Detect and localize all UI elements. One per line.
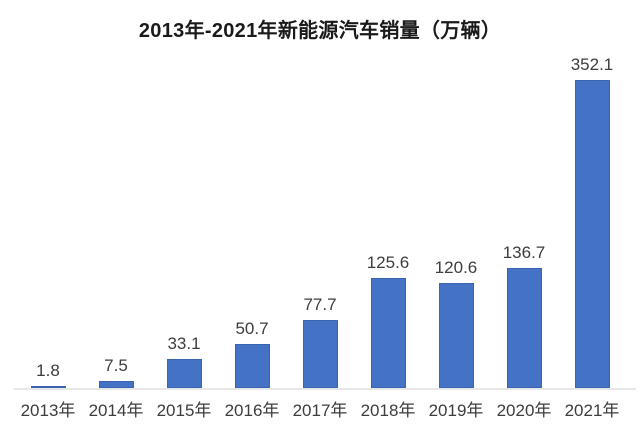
bar-value-label: 125.6 bbox=[366, 253, 410, 272]
bar bbox=[166, 359, 202, 388]
bar bbox=[370, 278, 406, 388]
x-axis-tick-label: 2020年 bbox=[496, 401, 552, 420]
bar-value-label: 352.1 bbox=[570, 55, 614, 74]
bar-value-label: 120.6 bbox=[434, 258, 478, 277]
bar-group: 120.6 bbox=[422, 259, 490, 388]
x-axis-tick-label: 2014年 bbox=[88, 401, 144, 420]
bar bbox=[506, 268, 542, 388]
bar-group: 1.8 bbox=[14, 362, 82, 388]
bar-group: 125.6 bbox=[354, 254, 422, 388]
bar bbox=[302, 320, 338, 388]
bar-group: 352.1 bbox=[558, 56, 626, 388]
x-axis-tick-label: 2013年 bbox=[20, 401, 76, 420]
bar bbox=[234, 344, 270, 388]
bar bbox=[438, 283, 474, 388]
bar-group: 136.7 bbox=[490, 244, 558, 388]
x-axis-tick-label: 2021年 bbox=[564, 401, 620, 420]
bar bbox=[98, 381, 134, 388]
x-axis-tick-label: 2018年 bbox=[360, 401, 416, 420]
bar-value-label: 7.5 bbox=[104, 356, 128, 375]
x-axis-tick-label: 2019年 bbox=[428, 401, 484, 420]
bar-value-label: 136.7 bbox=[502, 243, 546, 262]
x-axis-tick-label: 2015年 bbox=[156, 401, 212, 420]
bar-value-label: 33.1 bbox=[167, 334, 201, 353]
bars-row: 1.8 7.5 33.1 50.7 77.7 125.6 120.6 136.7… bbox=[14, 52, 626, 388]
bar-value-label: 1.8 bbox=[36, 361, 60, 380]
bar-group: 33.1 bbox=[150, 335, 218, 388]
x-axis-tick-label: 2016年 bbox=[224, 401, 280, 420]
bar bbox=[30, 386, 66, 388]
x-axis-labels: 2013年 2014年 2015年 2016年 2017年 2018年 2019… bbox=[14, 396, 626, 421]
bar-group: 50.7 bbox=[218, 320, 286, 388]
bar-value-label: 50.7 bbox=[235, 319, 269, 338]
bar bbox=[574, 80, 610, 388]
x-axis-tick-label: 2017年 bbox=[292, 401, 348, 420]
chart-title: 2013年-2021年新能源汽车销量（万辆） bbox=[138, 20, 502, 42]
bar-group: 77.7 bbox=[286, 296, 354, 388]
bar-value-label: 77.7 bbox=[303, 295, 337, 314]
x-axis-line bbox=[14, 388, 636, 390]
bar-group: 7.5 bbox=[82, 357, 150, 388]
